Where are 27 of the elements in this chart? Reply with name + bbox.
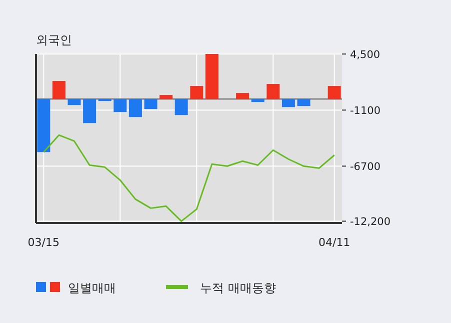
bar (174, 99, 188, 116)
x-tick-label: 03/15 (28, 236, 60, 249)
y-tick-label: -6700 (350, 161, 381, 174)
chart-title: 외국인 (36, 33, 72, 47)
x-tick-label: 04/11 (318, 236, 350, 249)
y-tick-label: 4,500 (350, 49, 380, 61)
bar (68, 99, 81, 106)
bar (205, 54, 218, 100)
legend-label: 일별매매 (68, 281, 116, 295)
y-tick-label: -1100 (350, 105, 381, 118)
bar (37, 99, 50, 152)
bar (144, 99, 158, 110)
bar (114, 99, 127, 112)
line-series (42, 134, 336, 222)
bar (297, 99, 310, 106)
bar (52, 81, 66, 100)
bar (83, 99, 96, 124)
y-tick-label: -12,200 (350, 216, 391, 228)
bar (282, 99, 295, 108)
bar (190, 86, 204, 100)
bar (128, 99, 142, 118)
bar (328, 86, 341, 100)
legend-label: 누적 매매동향 (200, 281, 276, 295)
bar (160, 95, 173, 100)
bar (266, 84, 280, 100)
bar (236, 93, 250, 100)
bar (251, 99, 264, 102)
